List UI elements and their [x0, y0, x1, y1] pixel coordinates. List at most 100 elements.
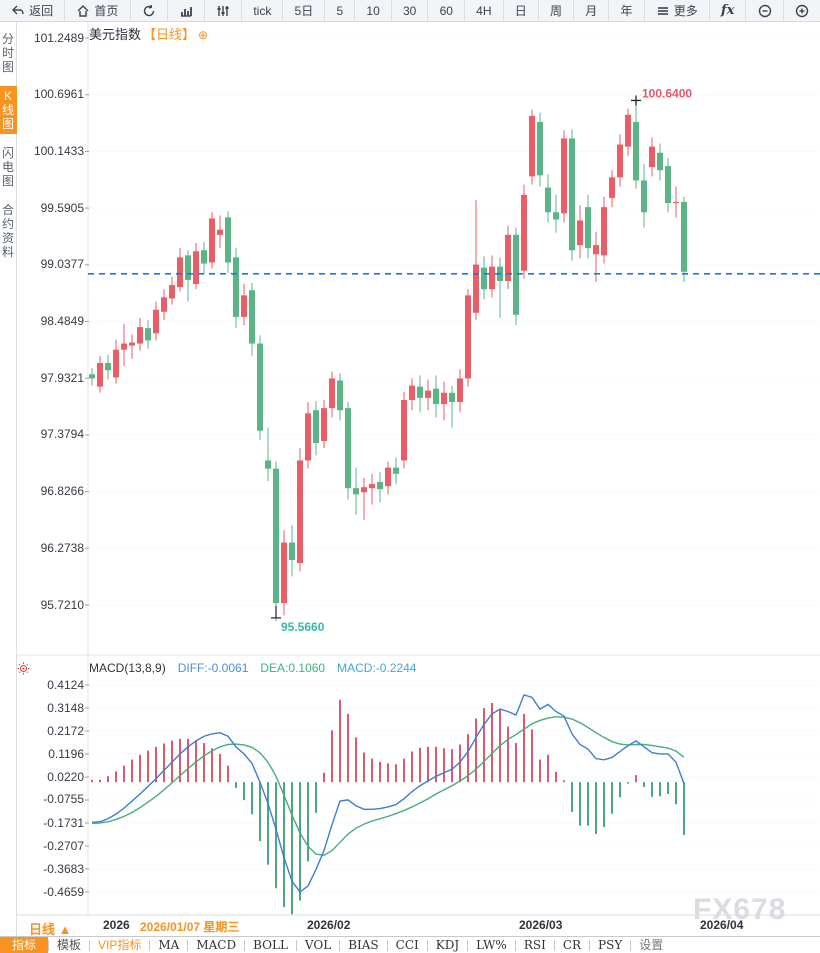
- toolbar-chart-type-button[interactable]: [168, 0, 205, 21]
- tab-separator: [553, 939, 555, 951]
- toolbar-home-button[interactable]: 首页: [65, 0, 131, 21]
- toolbar-m30-label: 30: [402, 3, 417, 18]
- toolbar-tick-button[interactable]: tick: [242, 0, 284, 21]
- macd-axis-label: 0.0220: [47, 769, 84, 784]
- period-selector[interactable]: 日线 ▲: [29, 922, 72, 937]
- toolbar-refresh-button[interactable]: [131, 0, 168, 21]
- toolbar-home-label: 首页: [94, 4, 119, 18]
- back-icon: [11, 4, 25, 18]
- home-icon: [76, 4, 90, 18]
- toolbar-m5-label: 5: [336, 3, 344, 18]
- dea-line: [91, 715, 685, 856]
- tab-separator: [89, 939, 91, 951]
- tab-separator: [149, 939, 151, 951]
- sidebar-char: 电: [1, 160, 14, 174]
- x-axis-label: 2026: [103, 918, 130, 932]
- tab-indicators[interactable]: 指标: [0, 937, 49, 953]
- add-indicator-icon[interactable]: ⊕: [198, 28, 209, 42]
- toolbar-month-button[interactable]: 月: [574, 0, 610, 21]
- candles-layer: [88, 100, 820, 621]
- sidebar-item-flash[interactable]: 闪电图: [0, 143, 17, 191]
- tab-settings[interactable]: 设置: [639, 938, 664, 952]
- macd-header: MACD(13,8,9) DIFF:-0.0061 DEA:0.1060 MACD:-…: [89, 661, 428, 675]
- tab-cci[interactable]: CCI: [395, 938, 419, 952]
- toolbar-fx-button[interactable]: fx: [710, 0, 747, 21]
- zoom-out-icon: [758, 4, 771, 17]
- toolbar-m5-button[interactable]: 5: [325, 0, 356, 21]
- toolbar-week-button[interactable]: 周: [539, 0, 575, 21]
- toolbar-5d-button[interactable]: 5日: [283, 0, 326, 21]
- tab-separator: [48, 939, 50, 951]
- sidebar-char: 资: [1, 231, 14, 245]
- refresh-icon: [142, 4, 156, 18]
- tab-macd[interactable]: MACD: [196, 938, 237, 952]
- toolbar-zoom-out-button[interactable]: [746, 0, 784, 21]
- sidebar-item-contract-info[interactable]: 合约资料: [0, 200, 17, 262]
- tab-vip-indicators[interactable]: VIP指标: [98, 938, 142, 952]
- x-axis-label: 2026/04: [700, 918, 744, 932]
- price-axis-label: 96.8266: [40, 484, 84, 499]
- sun-icon[interactable]: [17, 662, 30, 680]
- toolbar-tick-label: tick: [253, 3, 272, 18]
- toolbar-more-label: 更多: [673, 4, 698, 18]
- toolbar-m10-button[interactable]: 10: [355, 0, 392, 21]
- toolbar-fx-label: fx: [721, 3, 735, 18]
- toolbar-week-label: 周: [550, 4, 563, 18]
- toolbar-m30-button[interactable]: 30: [392, 0, 429, 21]
- price-axis-label: 100.1433: [33, 143, 84, 158]
- bars-icon: [179, 4, 193, 18]
- tab-separator: [339, 939, 341, 951]
- fx678-watermark: FX678: [693, 893, 787, 926]
- sidebar-item-time-share[interactable]: 分时图: [0, 29, 17, 77]
- tab-kdj[interactable]: KDJ: [435, 938, 460, 952]
- tab-cr[interactable]: CR: [562, 938, 582, 952]
- price-axis-label: 99.5905: [40, 200, 84, 215]
- sliders-icon: [216, 4, 230, 18]
- macd-axis-label: -0.3683: [43, 861, 84, 876]
- zoom-in-icon: [795, 4, 809, 18]
- tab-separator: [426, 939, 428, 951]
- macd-axis-label: 0.4124: [47, 677, 84, 692]
- sidebar-char: 图: [1, 174, 14, 188]
- price-axis-label: 98.4849: [40, 314, 84, 328]
- annotations-layer: 100.6400 95.5660: [271, 86, 692, 634]
- tab-rsi[interactable]: RSI: [523, 938, 546, 952]
- toolbar-m60-button[interactable]: 60: [428, 0, 466, 21]
- low-price-label: 95.5660: [281, 620, 325, 634]
- toolbar-more-button[interactable]: 更多: [645, 0, 710, 21]
- macd-axis-label: -0.2707: [43, 838, 84, 853]
- period-tag: 【日线】: [143, 27, 196, 42]
- toolbar-zoom-in-button[interactable]: [784, 0, 820, 21]
- zoom-in-icon: [795, 4, 808, 17]
- sidebar-char: 料: [1, 245, 14, 259]
- tab-vol[interactable]: VOL: [304, 938, 332, 952]
- toolbar-day-button[interactable]: 日: [504, 0, 539, 21]
- toolbar-h4-button[interactable]: 4H: [465, 0, 504, 21]
- tab-boll[interactable]: BOLL: [253, 938, 288, 952]
- tab-ma[interactable]: MA: [158, 938, 180, 952]
- price-axis-label: 96.2738: [40, 540, 84, 555]
- top-toolbar: 返回 首页 tick 5日 5 10 30 60 4H 日 周 月 年 更多 fx: [0, 0, 820, 22]
- macd-axis-label: 0.3148: [47, 700, 84, 715]
- sidebar-char: 分: [1, 32, 14, 46]
- toolbar-back-button[interactable]: 返回: [0, 0, 66, 21]
- symbol-name: 美元指数: [89, 27, 142, 42]
- toolbar-year-label: 年: [620, 4, 633, 18]
- tab-bias[interactable]: BIAS: [348, 938, 379, 952]
- tab-psy[interactable]: PSY: [598, 938, 623, 952]
- x-axis-label: 2026/03: [519, 918, 563, 932]
- tab-separator: [244, 939, 246, 951]
- bars-icon: [180, 6, 192, 17]
- toolbar-indicator-sliders-button[interactable]: [205, 0, 243, 21]
- tab-templates[interactable]: 模板: [57, 938, 82, 952]
- tab-separator: [630, 939, 632, 951]
- sidebar-char: 图: [1, 117, 14, 131]
- sidebar-char: K: [3, 89, 12, 103]
- tab-lwr[interactable]: LW%: [476, 938, 507, 952]
- macd-axis-label: -0.1731: [43, 815, 84, 830]
- toolbar-year-button[interactable]: 年: [609, 0, 645, 21]
- price-axis-label: 101.2489: [33, 30, 84, 45]
- macd-axis-label: -0.0755: [43, 792, 84, 807]
